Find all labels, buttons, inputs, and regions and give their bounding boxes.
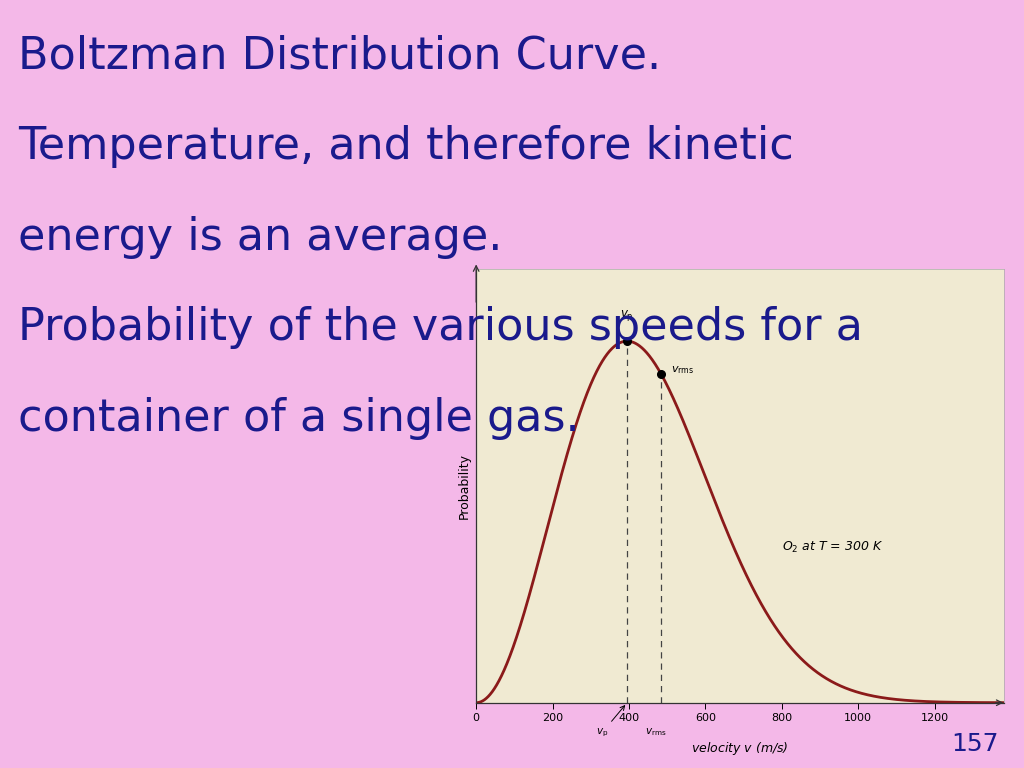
Text: O$_2$ at $T$ = 300 K: O$_2$ at $T$ = 300 K bbox=[782, 540, 883, 555]
Text: 157: 157 bbox=[951, 733, 998, 756]
Text: Probability of the various speeds for a: Probability of the various speeds for a bbox=[18, 306, 863, 349]
Y-axis label: Probability: Probability bbox=[458, 453, 471, 518]
X-axis label: velocity $v$ (m/s): velocity $v$ (m/s) bbox=[691, 740, 788, 756]
Text: Boltzman Distribution Curve.: Boltzman Distribution Curve. bbox=[18, 35, 662, 78]
Text: $v_{\rm rms}$: $v_{\rm rms}$ bbox=[671, 365, 694, 376]
Text: container of a single gas.: container of a single gas. bbox=[18, 397, 580, 440]
Text: energy is an average.: energy is an average. bbox=[18, 216, 503, 259]
Text: Temperature, and therefore kinetic: Temperature, and therefore kinetic bbox=[18, 125, 795, 168]
Text: $v_{\rm rms}$: $v_{\rm rms}$ bbox=[644, 727, 667, 738]
Text: $v_{\rm p}$: $v_{\rm p}$ bbox=[596, 706, 625, 739]
Text: $v_{\rm p}$: $v_{\rm p}$ bbox=[621, 308, 634, 323]
